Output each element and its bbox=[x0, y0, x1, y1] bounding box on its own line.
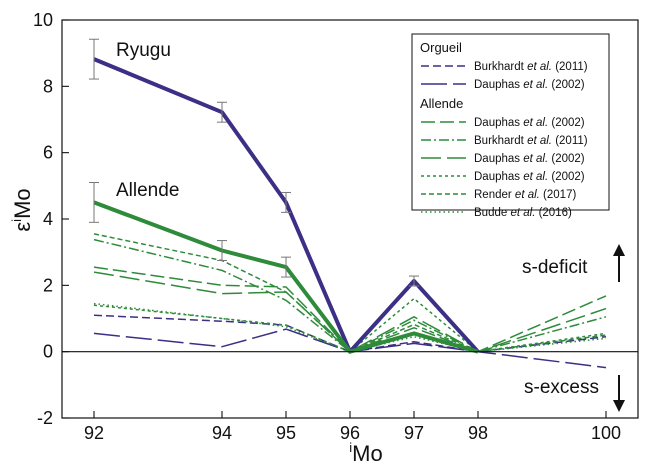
legend: Orgueil Burkhardt et al. (2011) Dauphas et… bbox=[411, 33, 610, 219]
x-tick-label: 100 bbox=[591, 423, 621, 443]
ticks-layer: 92 94 95 96 97 98 100 -2 0 2 4 6 8 10 bbox=[33, 10, 621, 443]
error-bar bbox=[89, 38, 99, 80]
series-line-ryugu bbox=[93, 57, 480, 354]
legend-entry: Burkhardt et al. (2011) bbox=[474, 61, 588, 73]
error-bar bbox=[281, 191, 291, 213]
x-tick-label: 92 bbox=[84, 423, 104, 443]
s-deficit-label: s-deficit bbox=[522, 257, 588, 278]
up-arrow-icon bbox=[613, 244, 625, 282]
y-tick-label: 0 bbox=[43, 342, 53, 362]
y-tick-label: 4 bbox=[43, 209, 53, 229]
ryugu-label: Ryugu bbox=[116, 40, 171, 61]
x-axis-label: iMo bbox=[349, 440, 382, 466]
y-axis-label-sup: i bbox=[9, 219, 24, 222]
error-bar bbox=[217, 101, 227, 123]
y-tick-label: 8 bbox=[43, 76, 53, 96]
y-tick-label: 2 bbox=[43, 275, 53, 295]
y-axis-label-tail: Mo bbox=[10, 188, 35, 219]
error-bar bbox=[409, 275, 419, 287]
down-arrow-icon bbox=[613, 375, 625, 412]
legend-group-orgueil: Orgueil bbox=[420, 40, 462, 55]
legend-entry: Burkhardt et al. (2011) bbox=[474, 135, 588, 147]
legend-entry: Dauphas et al. (2002) bbox=[474, 117, 585, 129]
y-tick-label: 6 bbox=[43, 143, 53, 163]
legend-entry: Dauphas et al. (2002) bbox=[474, 79, 585, 91]
x-tick-label: 95 bbox=[276, 423, 296, 443]
y-axis-label: εiMo bbox=[9, 188, 35, 231]
series-line-allende bbox=[93, 200, 479, 354]
s-excess-label: s-excess bbox=[524, 377, 599, 398]
legend-entry: Dauphas et al. (2002) bbox=[474, 153, 585, 165]
y-tick-label: -2 bbox=[37, 408, 53, 428]
legend-group-allende: Allende bbox=[420, 96, 463, 111]
x-tick-label: 94 bbox=[212, 423, 232, 443]
error-bar bbox=[281, 256, 291, 278]
legend-entry: Budde et al. (2016) bbox=[474, 207, 572, 219]
allende-label: Allende bbox=[116, 180, 179, 201]
x-tick-label: 96 bbox=[340, 423, 360, 443]
x-axis-label-text: Mo bbox=[352, 441, 383, 466]
error-bar bbox=[217, 240, 227, 261]
legend-entry: Dauphas et al. (2002) bbox=[474, 171, 585, 183]
y-axis-label-main: ε bbox=[10, 222, 35, 232]
x-tick-label: 97 bbox=[404, 423, 424, 443]
error-bar bbox=[89, 182, 99, 223]
x-tick-label: 98 bbox=[468, 423, 488, 443]
legend-entry: Render et al. (2017) bbox=[474, 189, 576, 201]
y-tick-label: 10 bbox=[33, 10, 53, 30]
x-axis-label-sup: i bbox=[349, 440, 352, 455]
